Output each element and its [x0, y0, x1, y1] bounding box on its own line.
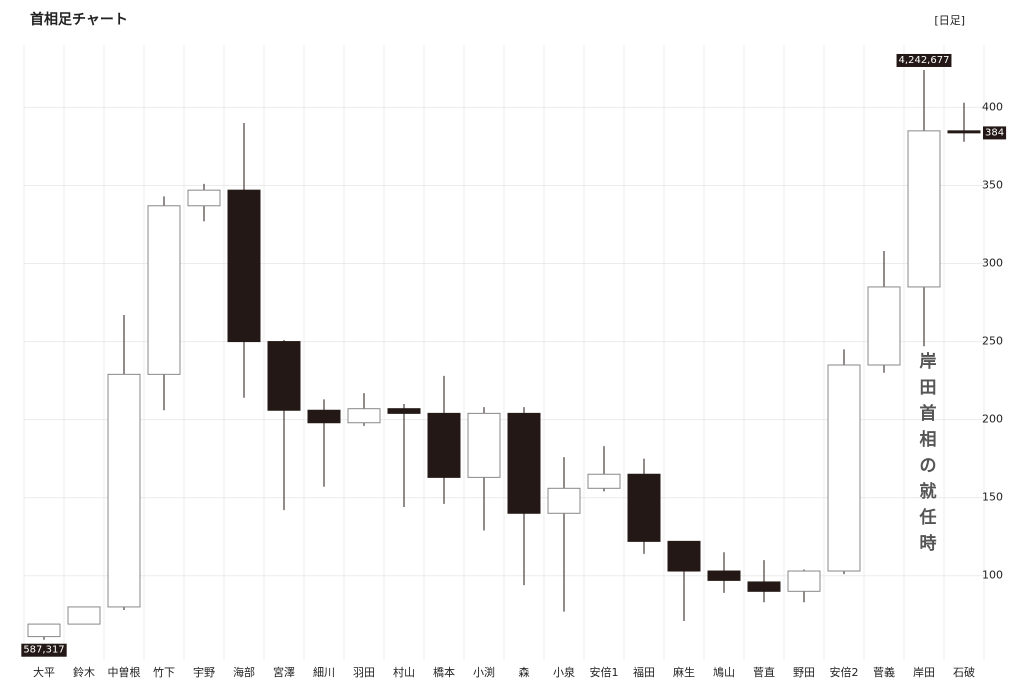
annotation: 4,242,677 [896, 53, 952, 67]
candle-body [27, 623, 61, 638]
candle-body [387, 408, 421, 414]
x-tick-label: 小渕 [473, 665, 495, 679]
x-tick-label: 羽田 [353, 666, 375, 679]
candle-body [867, 286, 901, 366]
candle-body [707, 570, 741, 581]
annotation-box [21, 643, 67, 657]
candle-body [227, 189, 261, 343]
x-tick-label: 小泉 [553, 665, 575, 679]
annotation-char: の [920, 456, 937, 476]
annotation-char: 田 [920, 378, 937, 398]
x-tick-label: 菅義 [873, 665, 895, 679]
candle-body [147, 205, 181, 375]
x-tick-label: 麻生 [673, 665, 695, 679]
candle-body [347, 408, 381, 424]
annotation-char: 任 [919, 507, 937, 528]
candle-body [187, 189, 221, 207]
chart-subtitle: [日足] [934, 14, 965, 27]
candle-body [627, 473, 661, 542]
y-tick-label: 150 [982, 491, 1003, 504]
x-tick-label: 安倍1 [590, 665, 619, 679]
candle-body [507, 412, 541, 514]
y-tick-label: 200 [982, 413, 1003, 426]
candle-body [947, 130, 981, 134]
x-tick-label: 安倍2 [830, 665, 859, 679]
annotation-box [896, 53, 952, 67]
candle-body [827, 364, 861, 572]
candle-body [107, 373, 141, 608]
x-tick-label: 菅直 [753, 665, 775, 679]
x-tick-label: 石破 [953, 665, 975, 679]
candle-body [587, 473, 621, 489]
candle-body [907, 130, 941, 288]
candle-body [547, 487, 581, 514]
x-tick-label: 海部 [233, 665, 255, 679]
y-tick-label: 100 [982, 569, 1003, 582]
annotation-label: 4,242,677 [899, 55, 950, 66]
x-tick-label: 宮澤 [273, 665, 295, 679]
annotation-char: 相 [920, 429, 937, 450]
x-tick-label: 鳩山 [713, 665, 735, 679]
candle-body [267, 341, 301, 411]
y-tick-label: 300 [982, 257, 1003, 270]
x-tick-label: 大平 [33, 665, 55, 679]
annotation-label: 384 [985, 127, 1004, 138]
x-tick-label: 宇野 [193, 666, 215, 679]
x-tick-label: 野田 [793, 666, 815, 679]
x-tick-label: 竹下 [153, 665, 175, 679]
x-tick-label: 福田 [633, 665, 655, 679]
x-tick-label: 中曽根 [108, 665, 141, 679]
candle-body [467, 412, 501, 478]
candle-body [427, 412, 461, 478]
annotation-char: 岸 [920, 351, 937, 372]
x-tick-label: 橋本 [433, 665, 455, 679]
candle-body [667, 540, 701, 572]
y-tick-label: 400 [982, 100, 1003, 113]
x-tick-label: 鈴木 [73, 665, 95, 679]
x-tick-label: 村山 [393, 665, 415, 679]
annotation-vertical: 岸田首相の就任時 [919, 351, 937, 554]
annotation: 384 [983, 126, 1007, 140]
chart-title: 首相足チャート [30, 11, 128, 28]
annotation: 587,317 [21, 643, 67, 657]
candle-body [747, 581, 781, 592]
candle-body [67, 606, 101, 625]
annotation-char: 首 [920, 403, 937, 424]
annotation-char: 時 [920, 533, 937, 554]
annotation-box [983, 126, 1007, 140]
x-tick-label: 細川 [313, 666, 335, 679]
annotation-label: 587,317 [23, 645, 64, 656]
candle-body [787, 570, 821, 592]
x-tick-label: 森 [519, 665, 530, 679]
annotation-char: 就 [920, 481, 937, 502]
candle-body [307, 409, 341, 424]
y-tick-label: 250 [982, 335, 1003, 348]
y-tick-label: 350 [982, 178, 1003, 191]
x-tick-label: 岸田 [913, 666, 935, 679]
